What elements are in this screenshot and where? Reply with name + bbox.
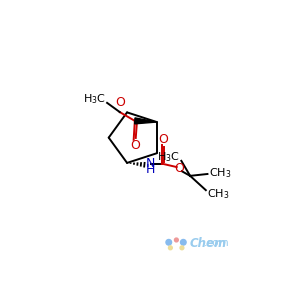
Text: O: O — [115, 96, 125, 109]
Circle shape — [175, 238, 178, 242]
Text: CH$_3$: CH$_3$ — [207, 187, 230, 200]
Text: H$_3$C: H$_3$C — [157, 150, 180, 164]
Circle shape — [180, 246, 184, 250]
Text: H$_3$C: H$_3$C — [83, 92, 106, 106]
Text: Chem: Chem — [190, 237, 227, 250]
Text: .com: .com — [204, 238, 229, 248]
Circle shape — [166, 239, 172, 245]
Text: N: N — [145, 157, 155, 170]
Circle shape — [169, 246, 172, 250]
Text: O: O — [130, 139, 140, 152]
Polygon shape — [135, 118, 157, 124]
Circle shape — [181, 239, 186, 245]
Text: CH$_3$: CH$_3$ — [208, 167, 231, 180]
Text: H: H — [145, 163, 155, 176]
Text: O: O — [175, 162, 184, 176]
Text: O: O — [158, 133, 168, 146]
